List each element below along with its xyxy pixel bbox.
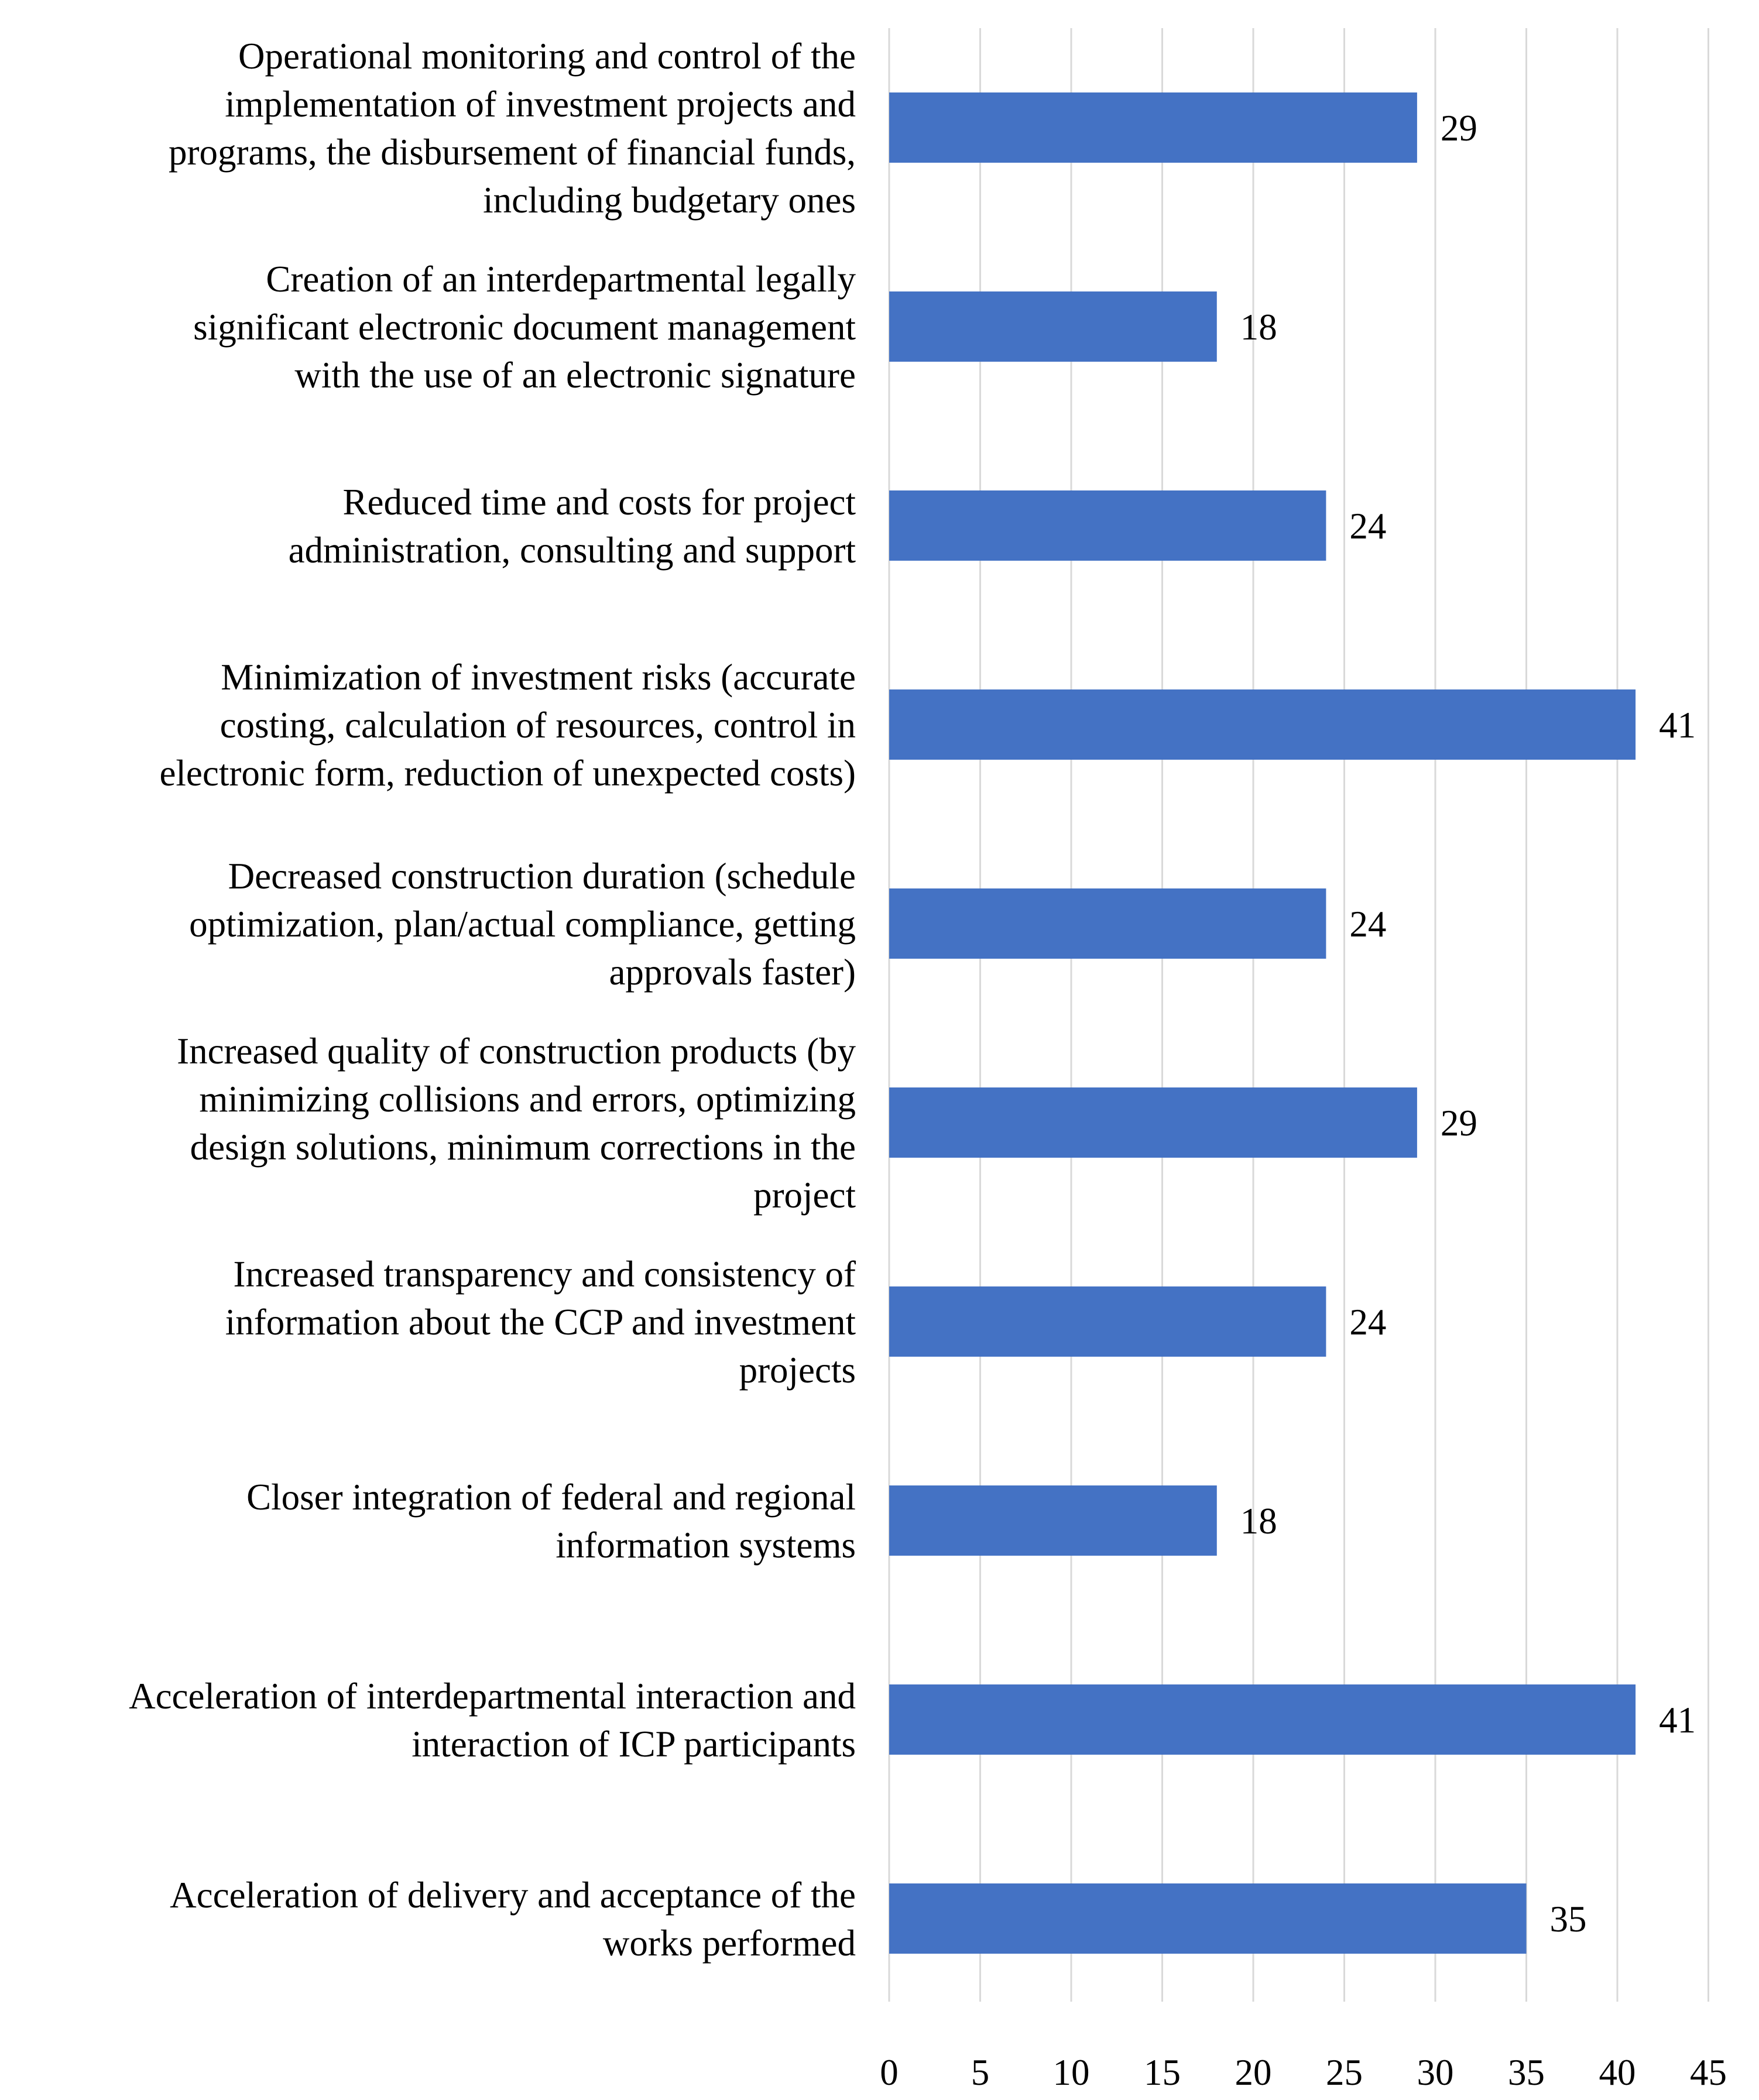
category-label-7-line-1: Increased transparency and consistency o… [233, 1254, 856, 1295]
bars [889, 92, 1636, 1954]
category-label-1-line-2: implementation of investment projects an… [225, 84, 856, 125]
category-label-5-line-3: approvals faster) [609, 952, 856, 993]
category-label-1-line-1: Operational monitoring and control of th… [238, 36, 856, 77]
data-label-9: 41 [1659, 1700, 1696, 1741]
bar-3 [889, 490, 1326, 561]
bar-10 [889, 1883, 1527, 1954]
category-label-2-line-2: significant electronic document manageme… [193, 307, 856, 348]
category-label-6-line-1: Increased quality of construction produc… [177, 1031, 856, 1072]
category-label-6-line-3: design solutions, minimum corrections in… [190, 1127, 856, 1168]
data-label-3: 24 [1349, 506, 1386, 547]
bar-6 [889, 1087, 1417, 1158]
category-label-1-line-4: including budgetary ones [483, 180, 856, 221]
data-label-7: 24 [1349, 1302, 1386, 1343]
x-tick-label-20: 20 [1235, 2052, 1272, 2093]
category-label-8-line-2: information systems [556, 1525, 856, 1566]
data-label-5: 24 [1349, 904, 1386, 945]
category-label-9-line-2: interaction of ICP participants [412, 1724, 856, 1765]
bar-8 [889, 1485, 1217, 1556]
x-tick-label-25: 25 [1326, 2052, 1363, 2093]
category-labels: Operational monitoring and control of th… [129, 36, 856, 1964]
category-label-4-line-3: electronic form, reduction of unexpected… [159, 753, 856, 794]
category-label-3-line-2: administration, consulting and support [289, 530, 856, 571]
bar-2 [889, 291, 1217, 362]
data-label-10: 35 [1550, 1899, 1587, 1940]
bar-9 [889, 1684, 1636, 1755]
category-label-2-line-3: with the use of an electronic signature [294, 355, 856, 396]
data-label-2: 18 [1240, 307, 1277, 348]
x-tick-label-0: 0 [880, 2052, 899, 2093]
data-label-1: 29 [1441, 108, 1477, 149]
bar-1 [889, 92, 1417, 163]
category-label-7-line-3: projects [739, 1350, 856, 1391]
bar-4 [889, 689, 1636, 760]
category-label-7-line-2: information about the CCP and investment [225, 1302, 856, 1343]
category-label-6-line-4: project [753, 1175, 856, 1216]
bar-7 [889, 1286, 1326, 1357]
category-label-5-line-1: Decreased construction duration (schedul… [228, 856, 856, 897]
data-labels: 29 18 24 41 24 29 24 18 41 35 [1240, 108, 1696, 1940]
category-label-8-line-1: Closer integration of federal and region… [246, 1477, 856, 1518]
category-label-2-line-1: Creation of an interdepartmental legally [266, 259, 856, 300]
category-label-4-line-2: costing, calculation of resources, contr… [220, 705, 856, 746]
category-label-10-line-2: works performed [603, 1923, 856, 1964]
data-label-4: 41 [1659, 705, 1696, 746]
x-tick-label-40: 40 [1599, 2052, 1636, 2093]
x-tick-label-10: 10 [1053, 2052, 1090, 2093]
data-label-6: 29 [1441, 1103, 1477, 1144]
x-tick-label-45: 45 [1690, 2052, 1727, 2093]
bar-5 [889, 888, 1326, 959]
category-label-3-line-1: Reduced time and costs for project [343, 482, 856, 523]
category-label-6-line-2: minimizing collisions and errors, optimi… [199, 1079, 856, 1120]
category-label-5-line-2: optimization, plan/actual compliance, ge… [189, 904, 856, 945]
x-tick-label-5: 5 [971, 2052, 990, 2093]
x-tick-label-30: 30 [1417, 2052, 1454, 2093]
x-tick-label-15: 15 [1144, 2052, 1181, 2093]
x-tick-label-35: 35 [1508, 2052, 1545, 2093]
category-label-9-line-1: Acceleration of interdepartmental intera… [129, 1676, 856, 1717]
data-label-8: 18 [1240, 1501, 1277, 1542]
category-label-4-line-1: Minimization of investment risks (accura… [221, 657, 856, 698]
category-label-1-line-3: programs, the disbursement of financial … [169, 132, 856, 173]
category-label-10-line-1: Acceleration of delivery and acceptance … [170, 1875, 856, 1916]
x-axis-ticks: 0 5 10 15 20 25 30 35 40 45 [880, 2052, 1727, 2093]
